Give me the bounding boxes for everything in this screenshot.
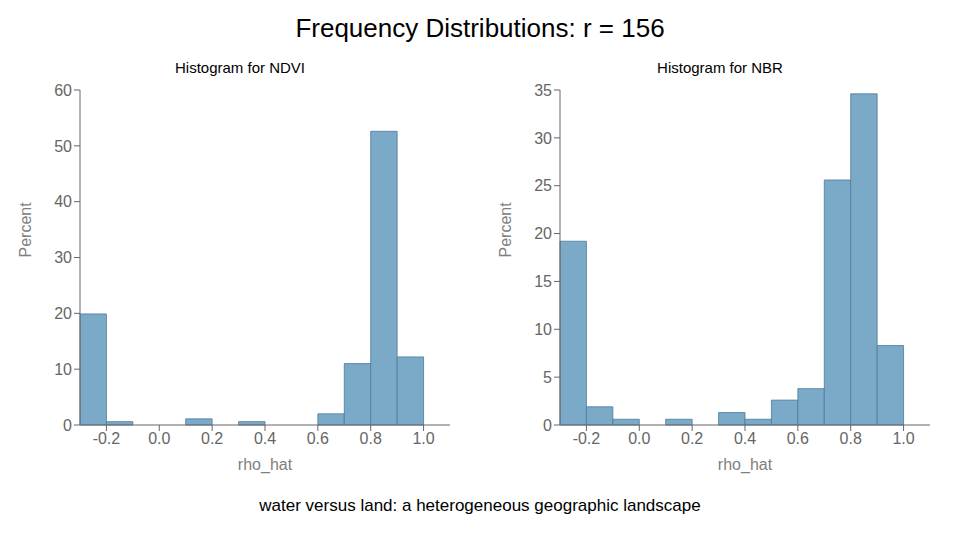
html-text:Frequency Distributions: r = 1: Frequency Distributions: r = 156 [295, 13, 665, 43]
svg-text:50: 50 [54, 138, 72, 155]
html-text:Histogram for NBR: Histogram for NBR [657, 59, 783, 76]
svg-text:0: 0 [543, 417, 552, 434]
svg-text:0.2: 0.2 [201, 430, 223, 447]
svg-text:0.4: 0.4 [254, 430, 276, 447]
svg-text:rho_hat: rho_hat [238, 456, 293, 474]
svg-text:1.0: 1.0 [892, 430, 914, 447]
svg-text:5: 5 [543, 369, 552, 386]
svg-text:25: 25 [534, 177, 552, 194]
svg-text:0.8: 0.8 [840, 430, 862, 447]
svg-text:Percent: Percent [17, 202, 34, 258]
svg-text:15: 15 [534, 273, 552, 290]
svg-text:30: 30 [534, 130, 552, 147]
svg-text:0.0: 0.0 [148, 430, 170, 447]
svg-text:0: 0 [63, 417, 72, 434]
svg-text:60: 60 [54, 82, 72, 99]
svg-text:35: 35 [534, 82, 552, 99]
svg-text:0.4: 0.4 [734, 430, 756, 447]
svg-text:20: 20 [534, 225, 552, 242]
svg-text:10: 10 [534, 321, 552, 338]
svg-text:1.0: 1.0 [412, 430, 434, 447]
svg-text:10: 10 [54, 361, 72, 378]
svg-text:0.6: 0.6 [307, 430, 329, 447]
html-text:water versus land: a heterogen: water versus land: a heterogeneous geogr… [259, 496, 701, 515]
svg-text:0.2: 0.2 [681, 430, 703, 447]
svg-text:rho_hat: rho_hat [718, 456, 773, 474]
svg-text:-0.2: -0.2 [93, 430, 121, 447]
svg-text:30: 30 [54, 249, 72, 266]
svg-text:0.6: 0.6 [787, 430, 809, 447]
svg-text:0.8: 0.8 [360, 430, 382, 447]
svg-text:40: 40 [54, 193, 72, 210]
svg-text:Percent: Percent [497, 202, 514, 258]
svg-text:-0.2: -0.2 [573, 430, 601, 447]
svg-text:0.0: 0.0 [628, 430, 650, 447]
html-text:Histogram for NDVI: Histogram for NDVI [175, 59, 305, 76]
svg-text:20: 20 [54, 305, 72, 322]
